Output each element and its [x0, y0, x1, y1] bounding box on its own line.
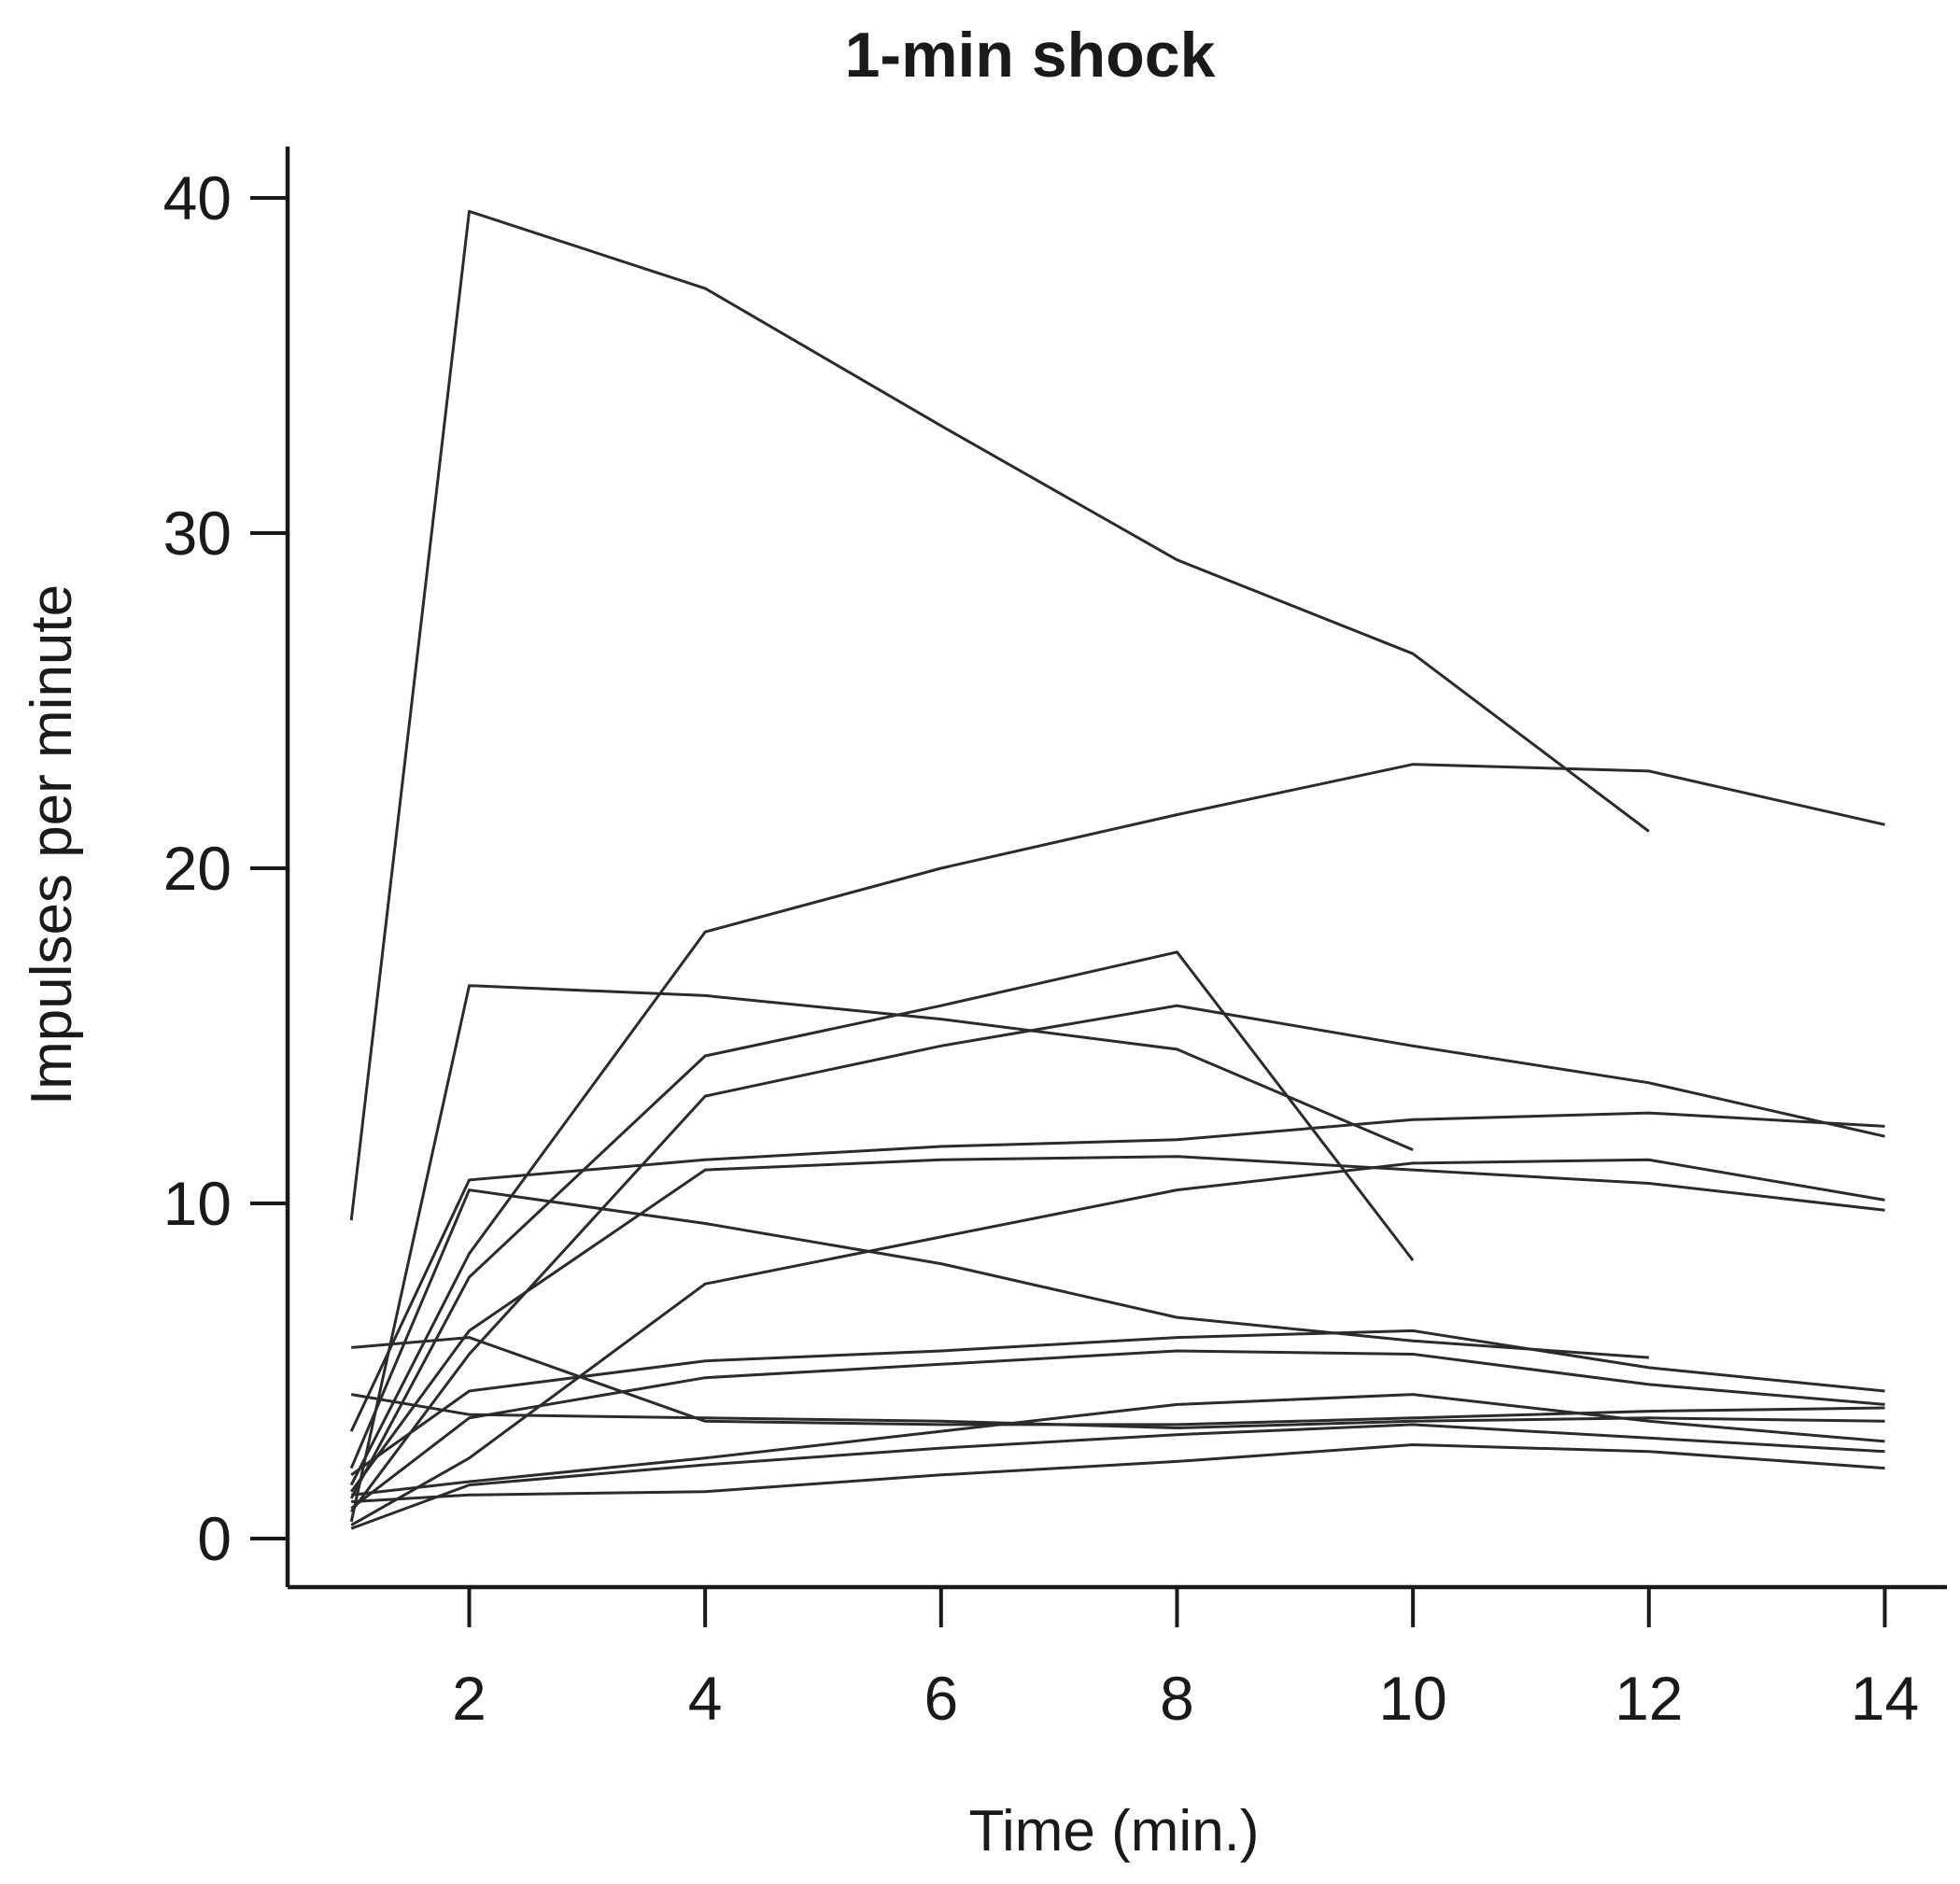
series-line — [349, 1155, 1885, 1493]
series-line — [349, 763, 1885, 1486]
tick-labels: 0 10 20 30 40 2 4 6 8 10 12 14 — [163, 163, 1920, 1733]
series-line — [350, 1423, 1885, 1530]
series-line — [350, 1349, 1885, 1510]
series-line — [350, 1158, 1885, 1526]
x-tick-label: 2 — [452, 1664, 486, 1733]
series-line — [349, 984, 1414, 1523]
x-tick-label: 8 — [1160, 1664, 1194, 1733]
chart-title: 1-min shock — [845, 20, 1216, 91]
y-tick-label: 40 — [163, 163, 232, 232]
x-tick-label: 4 — [688, 1664, 723, 1733]
y-axis-title: Impulses per minute — [20, 584, 84, 1105]
series-line — [349, 209, 1650, 1221]
series-line — [351, 1393, 1885, 1497]
x-axis-title: Time (min.) — [968, 1799, 1259, 1863]
series-line — [351, 1443, 1885, 1503]
series-lines — [349, 209, 1885, 1530]
series-line — [349, 1004, 1885, 1513]
axes — [285, 147, 1947, 1590]
y-tick-label: 30 — [163, 499, 232, 568]
y-tick-label: 20 — [163, 834, 232, 903]
series-line — [350, 1329, 1885, 1477]
x-tick-label: 14 — [1851, 1664, 1919, 1733]
x-tick-label: 10 — [1378, 1664, 1446, 1733]
series-line — [349, 950, 1415, 1499]
axis-ticks — [250, 196, 1887, 1627]
y-tick-label: 0 — [197, 1504, 232, 1573]
series-line — [349, 1111, 1885, 1432]
series-line — [349, 1188, 1649, 1469]
y-tick-label: 10 — [163, 1169, 232, 1238]
x-tick-label: 6 — [924, 1664, 958, 1733]
series-line — [350, 1393, 1885, 1429]
x-tick-label: 12 — [1615, 1664, 1683, 1733]
